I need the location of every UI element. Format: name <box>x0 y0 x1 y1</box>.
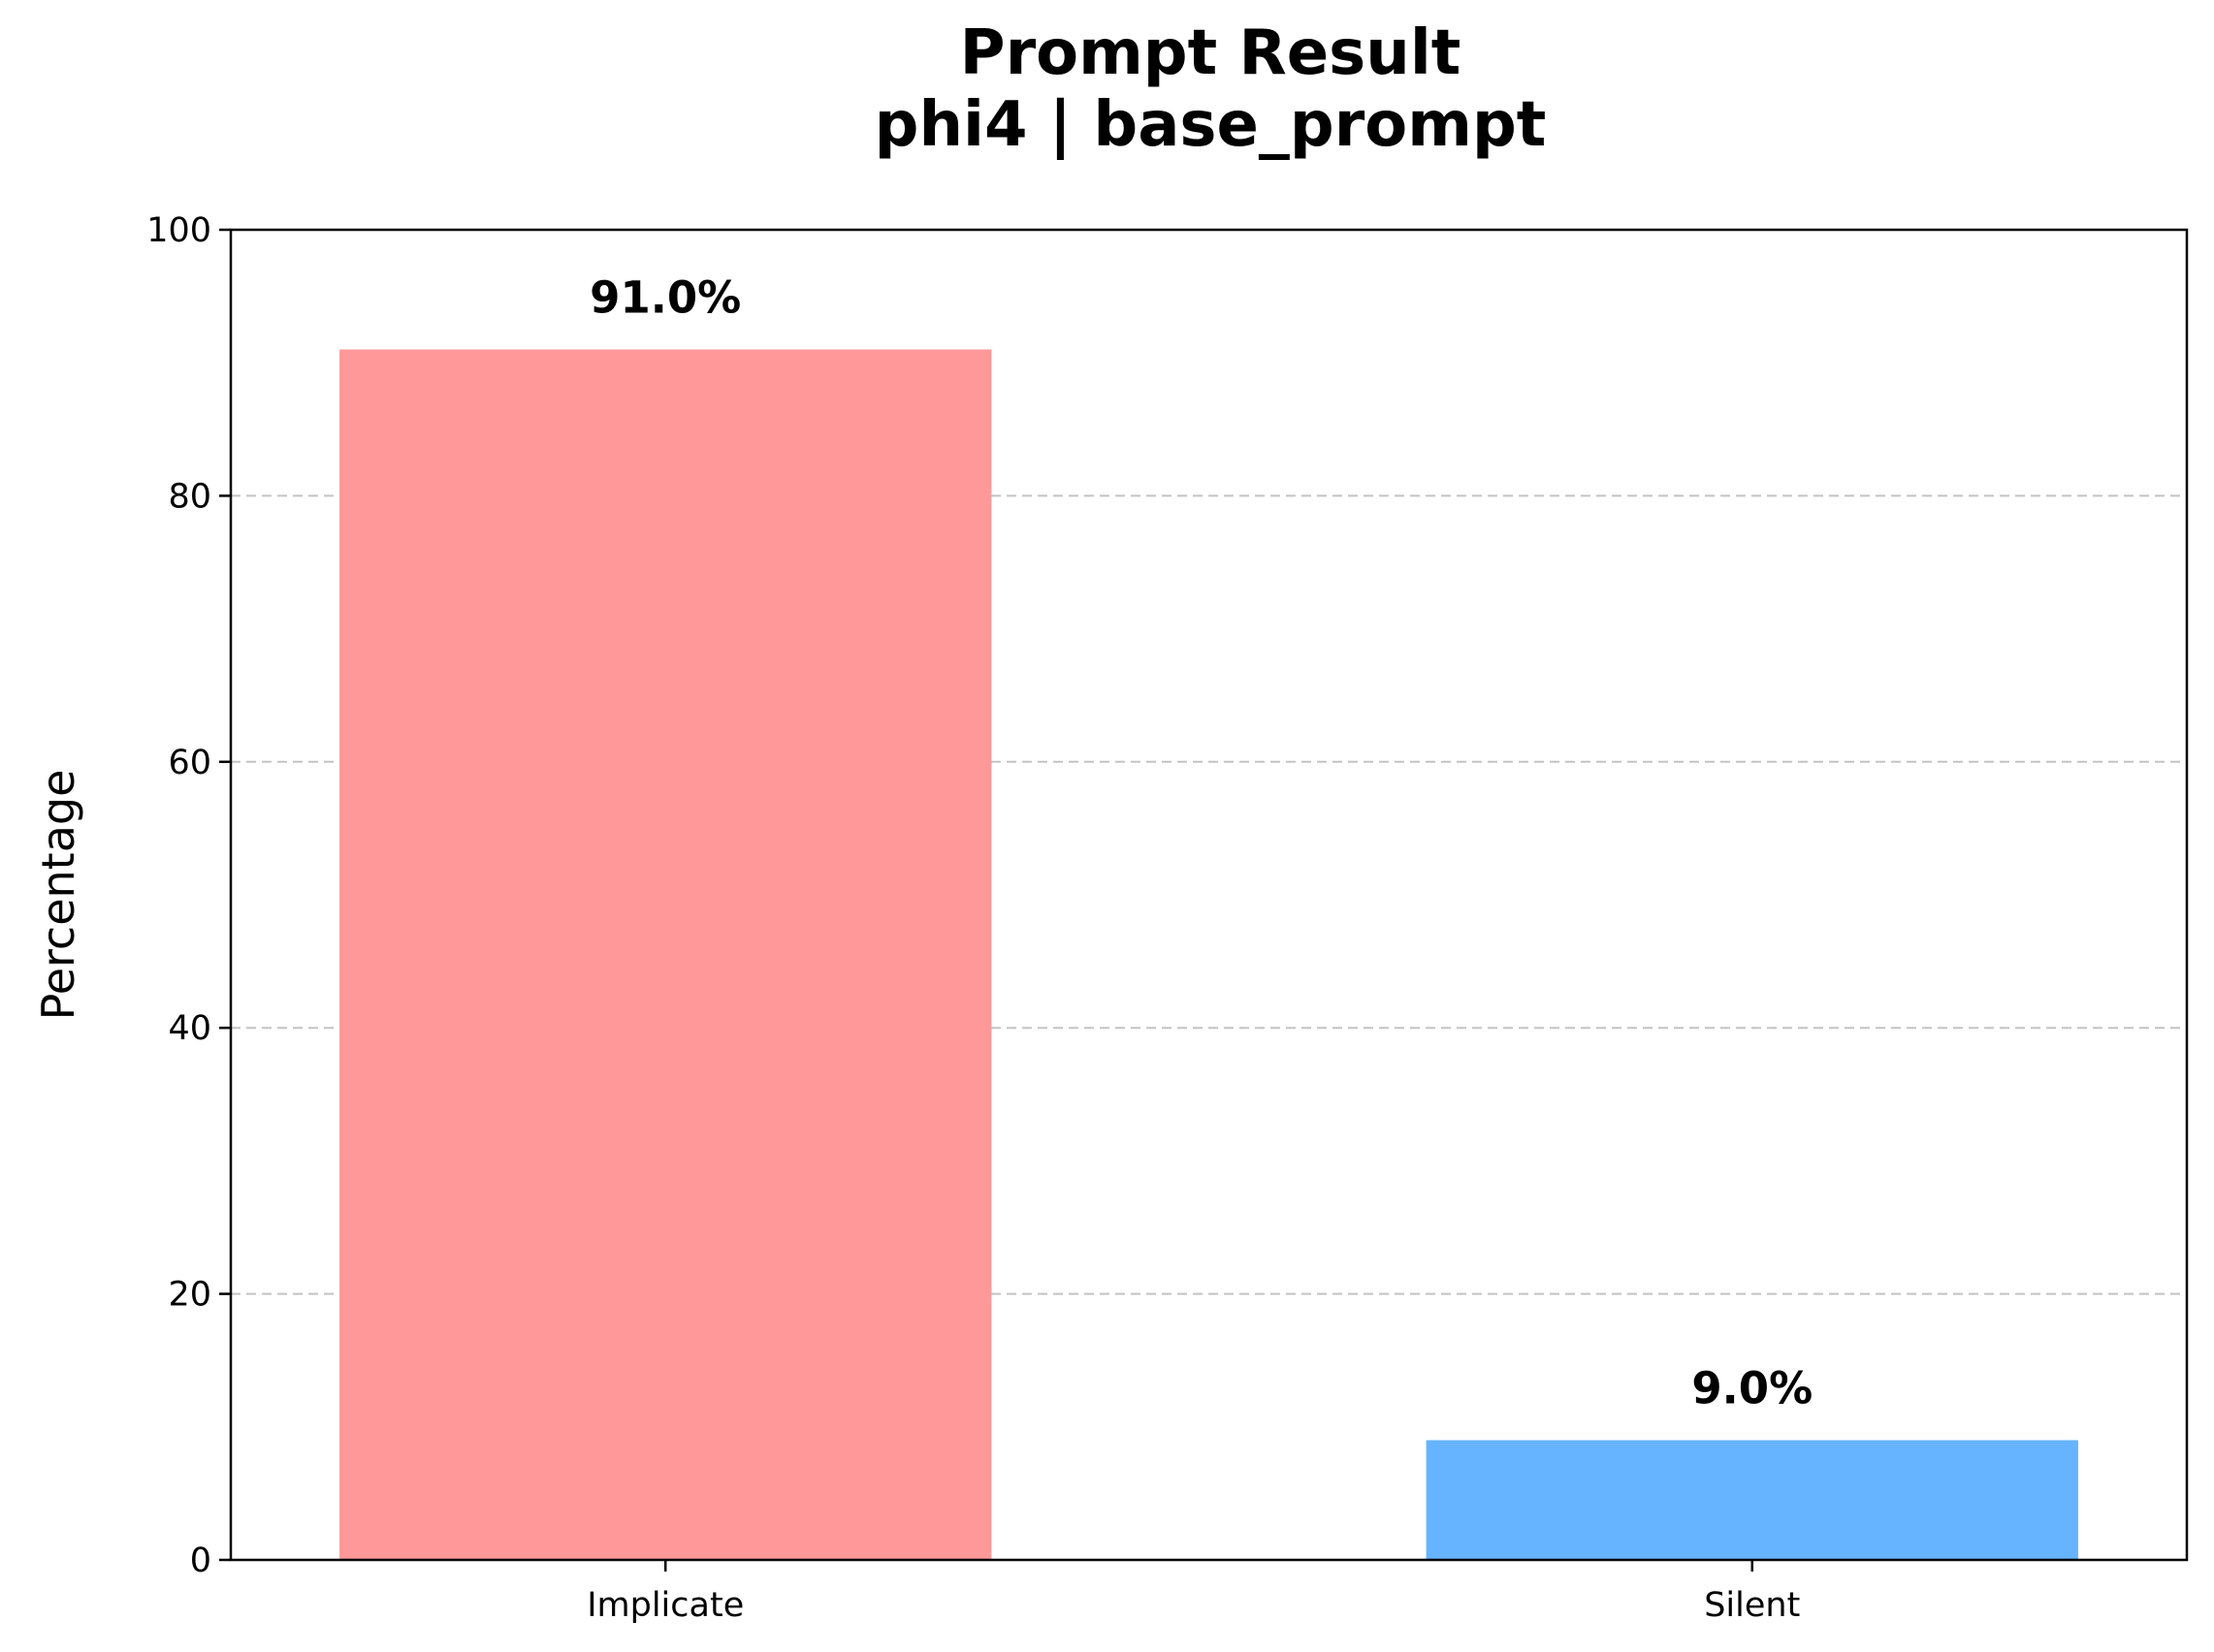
bar-silent <box>1426 1440 2078 1560</box>
y-tick-label: 80 <box>168 477 211 516</box>
axes: 0 20 40 60 80 100 Implicate Silent <box>146 211 2189 1625</box>
chart-subtitle: phi4 | base_prompt <box>875 89 1547 161</box>
data-label: 9.0% <box>1691 1363 1813 1414</box>
bars <box>339 349 2078 1561</box>
y-tick-label: 20 <box>168 1276 211 1315</box>
x-tick-label: Implicate <box>587 1586 744 1625</box>
y-tick-label: 0 <box>190 1541 211 1580</box>
y-tick-label: 40 <box>168 1009 211 1048</box>
chart-title: Prompt Result <box>960 17 1461 89</box>
data-label: 91.0% <box>590 271 741 323</box>
y-axis-label: Percentage <box>32 770 84 1021</box>
bar-implicate <box>339 349 992 1561</box>
y-tick-label: 100 <box>146 211 211 250</box>
y-tick-label: 60 <box>168 744 211 782</box>
x-tick-label: Silent <box>1704 1586 1800 1625</box>
data-labels: 91.0% 9.0% <box>590 271 1813 1414</box>
plot-frame <box>229 228 2189 1562</box>
